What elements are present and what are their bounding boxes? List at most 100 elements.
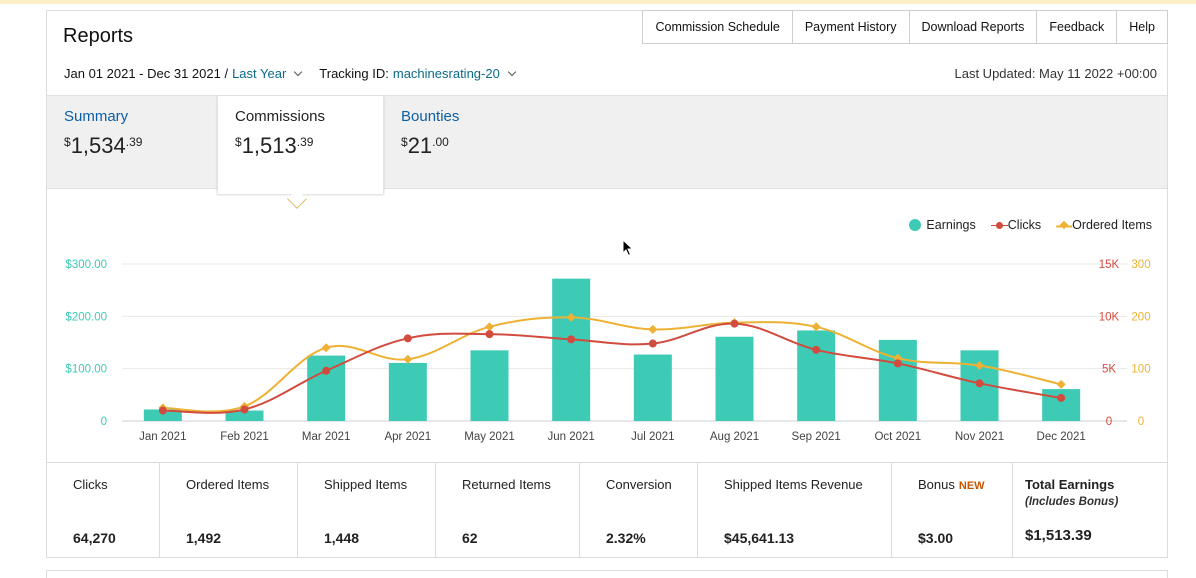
- new-badge: NEW: [958, 480, 985, 492]
- tab-label: Summary: [64, 108, 129, 125]
- amount-whole: 21: [407, 133, 433, 158]
- tab-summary[interactable]: Summary $1,534.39: [47, 96, 217, 190]
- clicks-point: [240, 405, 249, 414]
- stat-value: 1,448: [324, 530, 360, 546]
- x-tick-label: Aug 2021: [710, 431, 759, 443]
- commission-schedule-button[interactable]: Commission Schedule: [642, 10, 793, 44]
- y-tick-label-right2: 0: [1138, 416, 1144, 428]
- x-tick-label: Mar 2021: [302, 431, 351, 443]
- clicks-line: [162, 322, 1062, 414]
- x-tick-label: Apr 2021: [384, 431, 431, 443]
- earnings-bar: [633, 354, 672, 421]
- clicks-point: [975, 379, 984, 388]
- clicks-point: [403, 334, 412, 343]
- next-panel-edge: [46, 570, 1168, 578]
- legend-label: Ordered Items: [1072, 218, 1152, 232]
- clicks-point: [812, 345, 821, 354]
- y-tick-label-left: $300.00: [65, 259, 107, 271]
- ordered-items-point: [811, 322, 821, 332]
- amount-cents: .39: [296, 135, 314, 149]
- stat-shipped-revenue: Shipped Items Revenue $45,641.13: [698, 463, 892, 558]
- earnings-bar: [388, 362, 427, 421]
- chevron-down-icon[interactable]: [507, 67, 517, 77]
- tab-label: Bounties: [401, 108, 460, 125]
- stat-value: 2.32%: [606, 530, 646, 546]
- stat-shipped-items: Shipped Items 1,448: [298, 463, 436, 558]
- page-title: Reports: [63, 25, 134, 47]
- clicks-point: [1057, 393, 1066, 402]
- y-tick-label-right: 15K: [1099, 259, 1120, 271]
- chevron-down-icon[interactable]: [294, 67, 303, 77]
- earnings-bar: [715, 336, 754, 421]
- tracking-id-label: Tracking ID:: [319, 66, 389, 81]
- earnings-swatch: [909, 219, 922, 231]
- stat-label: Shipped Items: [324, 477, 408, 492]
- ordered-items-point: [1056, 379, 1066, 389]
- x-tick-label: Oct 2021: [874, 431, 921, 443]
- tab-commissions[interactable]: Commissions $1,513.39: [217, 96, 384, 194]
- currency-symbol: $: [401, 135, 408, 149]
- y-tick-label-left: $200.00: [65, 311, 107, 323]
- legend-clicks[interactable]: Clicks: [990, 218, 1041, 232]
- chart-legend: Earnings Clicks Ordered Items: [909, 218, 1152, 232]
- report-tabs: Summary $1,534.39 Commissions $1,513.39 …: [47, 95, 1167, 194]
- y-tick-label-right: 5K: [1102, 364, 1116, 376]
- stat-clicks: Clicks 64,270: [47, 463, 160, 558]
- clicks-point: [730, 319, 739, 328]
- stat-label: Clicks: [73, 477, 108, 492]
- stat-value: $45,641.13: [724, 530, 795, 546]
- reports-panel: Reports Commission Schedule Payment Hist…: [46, 10, 1168, 558]
- x-tick-label: Dec 2021: [1037, 431, 1086, 443]
- ordered-items-point: [648, 324, 658, 334]
- clicks-point: [485, 330, 494, 339]
- period-dropdown[interactable]: Last Year: [232, 66, 287, 81]
- amount-cents: .00: [432, 135, 449, 149]
- stat-value: $3.00: [918, 530, 954, 546]
- clicks-point: [648, 339, 657, 348]
- stat-bonus: Bonus NEW $3.00: [892, 463, 1013, 558]
- amount-whole: 1,513: [241, 133, 297, 158]
- date-range-text: Jan 01 2021 - Dec 31 2021 /: [64, 66, 229, 81]
- earnings-bar: [552, 278, 591, 421]
- legend-ordered-items[interactable]: Ordered Items: [1059, 218, 1152, 232]
- earnings-chart: $300.00 15K 300 $200.00 10K 200 $100.00 5K 100 0 0…: [65, 259, 1150, 443]
- ordered-items-point: [321, 343, 331, 353]
- stat-label: Bonus NEW: [918, 477, 1000, 492]
- feedback-button[interactable]: Feedback: [1037, 10, 1118, 44]
- clicks-point: [322, 366, 331, 375]
- help-button[interactable]: Help: [1117, 10, 1168, 44]
- commissions-amount: $1,513.39: [235, 133, 366, 159]
- stat-label: Conversion: [606, 477, 672, 492]
- amount-whole: 1,534: [70, 133, 126, 158]
- x-tick-label: Jan 2021: [139, 431, 186, 443]
- y-tick-label-right: 0: [1106, 416, 1112, 428]
- stat-label: Total Earnings: [1025, 477, 1115, 492]
- bounties-amount: $21.00: [401, 133, 537, 159]
- tab-bounties[interactable]: Bounties $21.00: [384, 96, 554, 190]
- last-updated: Last Updated: May 11 2022 +00:00: [954, 66, 1158, 81]
- ordered-items-line: [162, 316, 1062, 413]
- legend-earnings[interactable]: Earnings: [909, 218, 976, 232]
- x-tick-label: Nov 2021: [955, 431, 1004, 443]
- x-tick-label: Jun 2021: [548, 431, 595, 443]
- stat-label: Ordered Items: [186, 477, 270, 492]
- top-notification-strip: [0, 0, 1196, 4]
- payment-history-button[interactable]: Payment History: [792, 10, 910, 44]
- stat-sublabel: (Includes Bonus): [1025, 496, 1119, 508]
- report-filters: Jan 01 2021 - Dec 31 2021 / Last Year Tr…: [64, 66, 517, 81]
- stat-label: Shipped Items Revenue: [724, 477, 863, 492]
- y-tick-label-right2: 300: [1131, 259, 1150, 271]
- y-tick-label-left: 0: [101, 416, 107, 428]
- earnings-bar: [797, 330, 836, 421]
- download-reports-button[interactable]: Download Reports: [909, 10, 1038, 44]
- tracking-id-dropdown[interactable]: machinesrating-20: [392, 66, 500, 81]
- x-tick-label: Sep 2021: [792, 431, 841, 443]
- tab-label: Commissions: [235, 108, 326, 125]
- x-tick-label: Jul 2021: [631, 431, 674, 443]
- clicks-point: [567, 335, 576, 344]
- x-tick-label: Feb 2021: [220, 431, 269, 443]
- clicks-swatch: [990, 221, 1008, 229]
- earnings-bar: [143, 409, 182, 421]
- currency-symbol: $: [235, 135, 242, 149]
- earnings-bar: [878, 339, 917, 421]
